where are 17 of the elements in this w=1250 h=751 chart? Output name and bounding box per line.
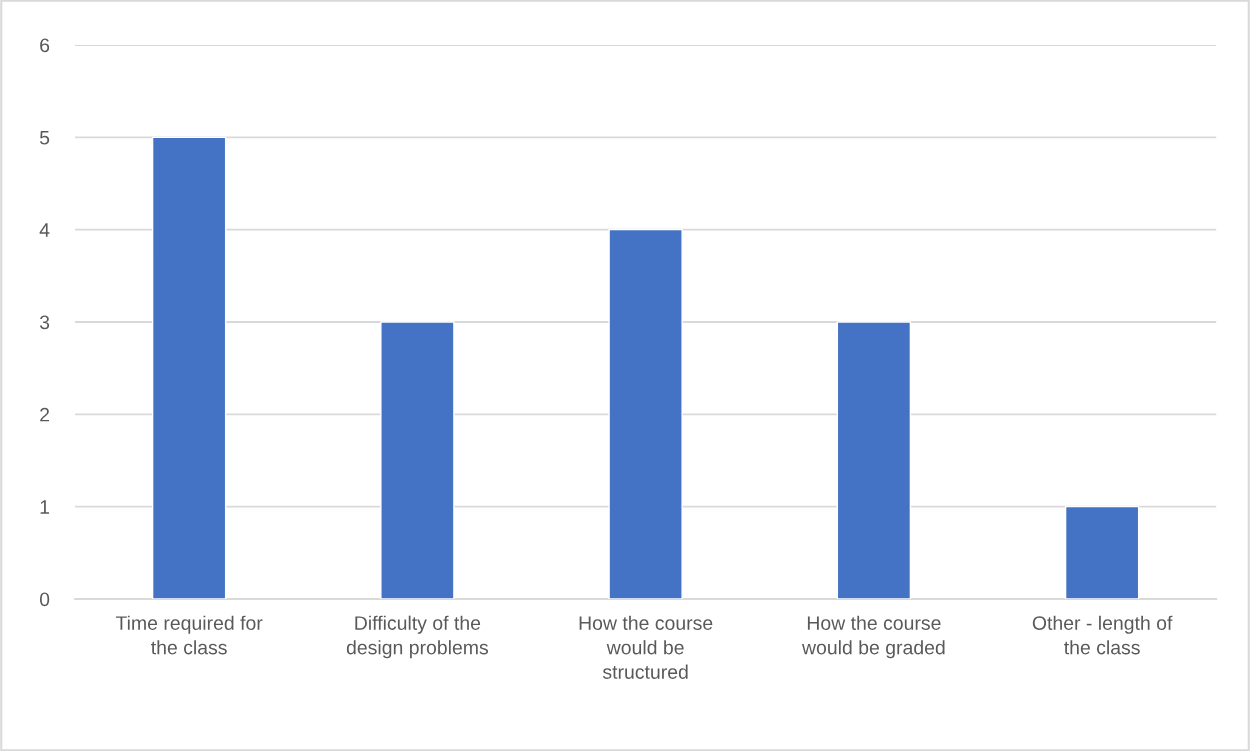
bar — [836, 321, 912, 599]
x-tick-label: Time required for the class — [115, 615, 263, 655]
y-tick-label: 2 — [40, 407, 50, 422]
x-tick-label: Difficulty of the design problems — [346, 615, 489, 659]
y-tick-label: 4 — [39, 223, 50, 237]
bar — [151, 136, 227, 599]
y-tick-label: 1 — [40, 500, 50, 514]
y-tick-label: 6 — [40, 38, 50, 53]
x-tick-label: Other - length of the class — [1032, 615, 1173, 655]
bar — [380, 321, 455, 599]
x-tick-label: How the course would be structured — [579, 615, 713, 679]
bar — [608, 228, 683, 599]
y-tick-label: 5 — [39, 130, 50, 145]
x-tick-label: How the course would be graded — [801, 615, 945, 659]
y-tick-label: 3 — [39, 315, 50, 330]
y-tick-label: 0 — [39, 592, 50, 607]
bar — [1064, 505, 1140, 599]
